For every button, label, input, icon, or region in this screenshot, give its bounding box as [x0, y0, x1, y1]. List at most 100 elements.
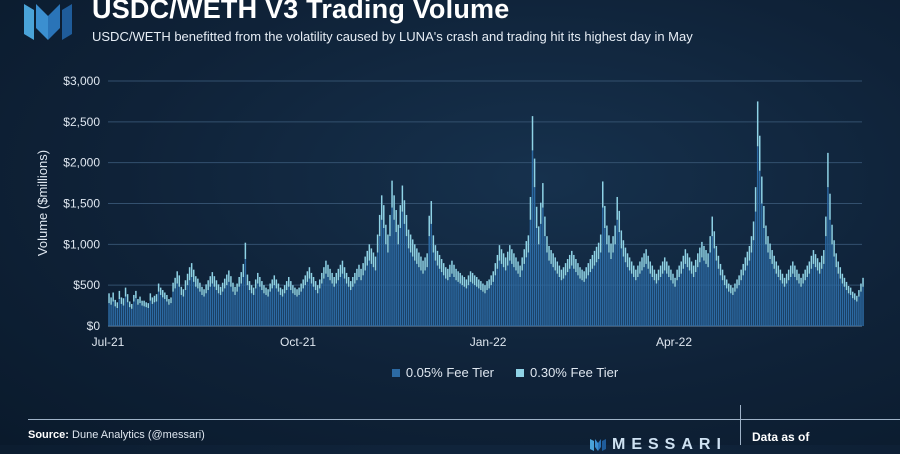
bar-fee-030: [688, 257, 691, 271]
bar-fee-005: [281, 296, 284, 326]
bar-fee-030: [341, 260, 344, 274]
bar-fee-005: [767, 252, 769, 326]
bar-fee-005: [403, 223, 406, 326]
bar-fee-005: [581, 280, 583, 326]
bar-fee-005: [325, 273, 327, 326]
bar-fee-005: [697, 267, 699, 326]
bar-fee-005: [519, 277, 521, 326]
bar-fee-030: [327, 264, 329, 277]
bar-fee-030: [502, 253, 505, 268]
bar-fee-005: [428, 236, 430, 326]
bar-fee-030: [226, 274, 228, 286]
bar-fee-005: [756, 146, 759, 326]
bar-fee-030: [409, 234, 412, 253]
bar-fee-030: [374, 256, 377, 271]
bar-fee-030: [647, 255, 649, 269]
bar-fee-005: [717, 268, 720, 326]
bar-fee-005: [368, 260, 371, 326]
bar-fee-005: [802, 283, 804, 326]
bar-fee-030: [451, 260, 453, 274]
bar-fee-005: [610, 259, 612, 326]
bar-fee-005: [459, 283, 461, 326]
bar-fee-005: [816, 270, 819, 326]
bar-fee-030: [595, 246, 598, 263]
bar-fee-030: [190, 263, 193, 277]
bar-fee-030: [713, 231, 716, 249]
legend-swatch-fee-005: [391, 368, 400, 377]
bar-fee-005: [620, 248, 623, 326]
bar-fee-005: [246, 285, 249, 326]
bar-fee-005: [149, 300, 152, 326]
bar-fee-005: [300, 291, 302, 326]
bar-fee-005: [558, 277, 561, 326]
bar-fee-005: [285, 290, 288, 326]
bar-fee-005: [668, 277, 670, 326]
bar-fee-030: [362, 263, 364, 276]
bar-fee-030: [537, 226, 540, 245]
bar-fee-005: [856, 301, 858, 326]
bar-fee-030: [659, 265, 662, 277]
bar-fee-005: [166, 301, 168, 326]
bar-fee-005: [568, 268, 571, 326]
bar-fee-030: [705, 250, 707, 264]
bar-fee-030: [699, 247, 701, 263]
bar-fee-005: [818, 273, 821, 326]
bar-fee-005: [777, 277, 780, 326]
bar-fee-005: [434, 260, 437, 326]
bar-fee-030: [812, 250, 815, 264]
bar-fee-030: [847, 285, 850, 294]
bar-fee-005: [783, 286, 786, 326]
bar-fee-030: [692, 265, 695, 277]
bar-fee-030: [620, 230, 623, 249]
bar-fee-005: [323, 278, 325, 326]
bar-fee-005: [364, 270, 366, 326]
bar-fee-005: [703, 260, 705, 326]
bar-fee-030: [511, 249, 513, 264]
bar-fee-005: [397, 244, 399, 326]
bar-fee-030: [858, 290, 860, 297]
bar-fee-030: [509, 245, 511, 261]
bar-fee-030: [734, 283, 736, 292]
bar-fee-005: [847, 293, 850, 326]
source-label: Source:: [28, 429, 69, 441]
bar-fee-030: [529, 196, 532, 220]
bar-fee-030: [670, 269, 672, 281]
bar-fee-005: [533, 187, 536, 326]
bar-fee-005: [457, 281, 459, 326]
bar-fee-005: [511, 263, 513, 326]
bar-fee-005: [651, 277, 654, 326]
bar-fee-030: [300, 283, 302, 292]
bar-fee-030: [234, 286, 236, 295]
bar-fee-005: [290, 290, 292, 326]
bar-fee-005: [849, 294, 852, 326]
bar-fee-005: [678, 277, 680, 326]
bar-fee-030: [761, 176, 763, 204]
bar-fee-005: [597, 259, 600, 326]
bar-fee-030: [771, 250, 773, 264]
bar-fee-030: [649, 261, 652, 274]
bar-fee-030: [602, 181, 604, 208]
bar-fee-030: [740, 269, 742, 281]
bar-fee-005: [389, 236, 391, 326]
bar-fee-005: [432, 252, 435, 326]
bar-fee-005: [622, 256, 625, 326]
bar-fee-005: [517, 273, 519, 326]
bar-fee-005: [657, 280, 660, 326]
bar-fee-005: [128, 307, 131, 326]
bar-fee-030: [808, 261, 811, 274]
bar-fee-005: [463, 286, 466, 326]
bar-fee-030: [155, 294, 158, 302]
bar-fee-005: [387, 252, 389, 326]
bar-fee-030: [568, 254, 571, 269]
bar-fee-005: [608, 252, 610, 326]
bar-fee-030: [835, 253, 837, 268]
bar-fee-005: [424, 270, 426, 326]
bar-fee-005: [294, 294, 296, 326]
bar-fee-030: [577, 263, 579, 276]
bar-fee-005: [339, 277, 342, 326]
bar-fee-030: [854, 293, 856, 300]
bar-fee-005: [306, 281, 309, 326]
bar-fee-030: [478, 279, 480, 289]
bar-fee-030: [608, 235, 610, 253]
bar-fee-005: [469, 281, 472, 326]
